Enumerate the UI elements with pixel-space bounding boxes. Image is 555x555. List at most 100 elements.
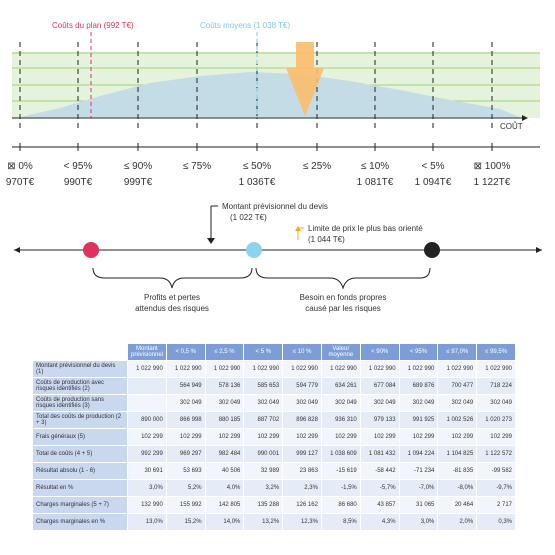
tick-value: 1 081T€: [357, 177, 394, 188]
table-cell: 30 691: [127, 462, 167, 480]
table-cell: 1 022 990: [320, 360, 361, 378]
table-cell: 3,0%: [127, 479, 167, 497]
tick-pct: ≤ 50%: [243, 161, 271, 172]
column-header: < 0,5 %: [165, 343, 206, 361]
table-row: Résultat absolu (1 - 6) 30 691 53 693 40 50…: [32, 462, 516, 480]
table-cell: 866 998: [165, 411, 206, 429]
tick-pct: ≤ 90%: [124, 161, 152, 172]
table-cell: 53 693: [165, 462, 206, 480]
row-label: Frais généraux (5): [32, 428, 128, 446]
table-cell: 302 049: [359, 394, 400, 412]
table-cell: -1,5%: [320, 479, 361, 497]
table-cell: 1 022 990: [437, 360, 478, 378]
ticks: ⊠ 0% 970T€ < 95% 990T€ ≤ 90% 999T€ ≤ 75% ≤ 50% 1…: [6, 143, 511, 188]
table-cell: 102 299: [165, 428, 206, 446]
row-label: Résultat en %: [32, 479, 128, 497]
row-label: Total des coûts de production (2 + 3): [32, 411, 128, 429]
table-cell: 1 104 825: [437, 445, 478, 463]
table-cell: 102 299: [320, 428, 361, 446]
table-cell: 3,0%: [398, 513, 439, 531]
tick-pct: < 5%: [421, 161, 444, 172]
table-cell: 896 828: [282, 411, 322, 429]
tick-value: 1 036T€: [239, 177, 276, 188]
tick-pct: ≤ 10%: [361, 161, 389, 172]
table-cell: 132 990: [127, 496, 167, 514]
table-cell: [127, 394, 167, 412]
table-cell: 302 049: [398, 394, 439, 412]
table-cell: 302 049: [437, 394, 478, 412]
table-cell: 302 049: [204, 394, 245, 412]
table-cell: 302 049: [165, 394, 206, 412]
table-cell: 142 805: [204, 496, 245, 514]
table-cell: 677 084: [359, 377, 400, 395]
table-row: Coûts de production avec risques identif…: [32, 377, 516, 395]
table-cell: 1 038 609: [320, 445, 361, 463]
table-cell: 594 779: [282, 377, 322, 395]
table-row: Charges marginales (5 + 7) 132 990 155 992…: [32, 496, 516, 514]
column-header: < 5 %: [243, 343, 284, 361]
column-header: Valeur moyenne: [320, 343, 361, 361]
table-cell: 979 133: [359, 411, 400, 429]
table-row: Résultat en % 3,0% 5,2% 4,0% 3,2% 2,3% -1,5% -5…: [32, 479, 516, 497]
table-cell: 1 022 990: [282, 360, 322, 378]
table-cell: 990 001: [243, 445, 284, 463]
column-header: ≤ 2,5 %: [204, 343, 245, 361]
table-row: Montant prévisionnel du devis (1) 1 022 9…: [32, 360, 516, 378]
tick-pct: ≤ 25%: [303, 161, 331, 172]
table-cell: -99 582: [476, 462, 516, 480]
axis-label: COÛT: [500, 122, 523, 131]
table-cell: 1 022 990: [165, 360, 206, 378]
tick-pct: ⊠ 100%: [474, 161, 511, 172]
table-cell: 12,3%: [282, 513, 322, 531]
table-cell: 1 022 990: [359, 360, 400, 378]
table-cell: 13,0%: [127, 513, 167, 531]
table-cell: 718 224: [476, 377, 516, 395]
table-cell: 1 022 990: [398, 360, 439, 378]
table-cell: -5,7%: [359, 479, 400, 497]
table-cell: 13,2%: [243, 513, 284, 531]
table-cell: 700 477: [437, 377, 478, 395]
table-cell: 5,2%: [165, 479, 206, 497]
table-cell: 634 261: [320, 377, 361, 395]
table-cell: 689 876: [398, 377, 439, 395]
quantile-lines: [19, 42, 493, 130]
mean-label: Coûts moyens (1 038 T€): [200, 21, 290, 30]
limit-arrow: [286, 42, 324, 116]
plan-dot: [83, 242, 99, 258]
table-cell: 1 002 526: [437, 411, 478, 429]
axis-arrow: [522, 115, 528, 121]
table-cell: 1 020 273: [476, 411, 516, 429]
column-header: < 90%: [359, 343, 400, 361]
table-cell: 135 288: [243, 496, 284, 514]
table-cell: 4,0%: [204, 479, 245, 497]
mean-dot: [246, 242, 262, 258]
table-cell: 8,5%: [320, 513, 361, 531]
table-cell: 887 702: [243, 411, 284, 429]
table-cell: 880 185: [204, 411, 245, 429]
chart-diagram: Coûts du plan (992 T€) Coûts moyens (1 0…: [6, 21, 542, 313]
table-cell: -8,0%: [437, 479, 478, 497]
table-cell: 20 464: [437, 496, 478, 514]
column-header: ≤ 10 %: [282, 343, 322, 361]
table-cell: 102 299: [437, 428, 478, 446]
table-cell: 969 297: [165, 445, 206, 463]
tick-pct: < 95%: [64, 161, 93, 172]
table-cell: 999 127: [282, 445, 322, 463]
devis-value: (1 022 T€): [230, 213, 267, 222]
brace-right-label: causé par les risques: [305, 304, 381, 313]
table-row: Total des coûts de production (2 + 3) 890…: [32, 411, 516, 429]
distribution-area: [20, 72, 520, 117]
column-header: ≤ 97,0%: [437, 343, 478, 361]
devis-label: Montant prévisionnel du devis: [222, 202, 328, 211]
table-cell: 992 299: [127, 445, 167, 463]
tick-pct: ⊠ 0%: [7, 161, 33, 172]
column-header: Montant prévisionnel: [127, 343, 167, 361]
table-cell: 102 299: [204, 428, 245, 446]
row-label: Coûts de production avec risques identif…: [32, 377, 128, 395]
table-cell: 1 022 990: [127, 360, 167, 378]
table-cell: 2 717: [476, 496, 516, 514]
table-cell: 102 299: [476, 428, 516, 446]
tick-value: 970T€: [6, 177, 35, 188]
table-cell: 936 310: [320, 411, 361, 429]
